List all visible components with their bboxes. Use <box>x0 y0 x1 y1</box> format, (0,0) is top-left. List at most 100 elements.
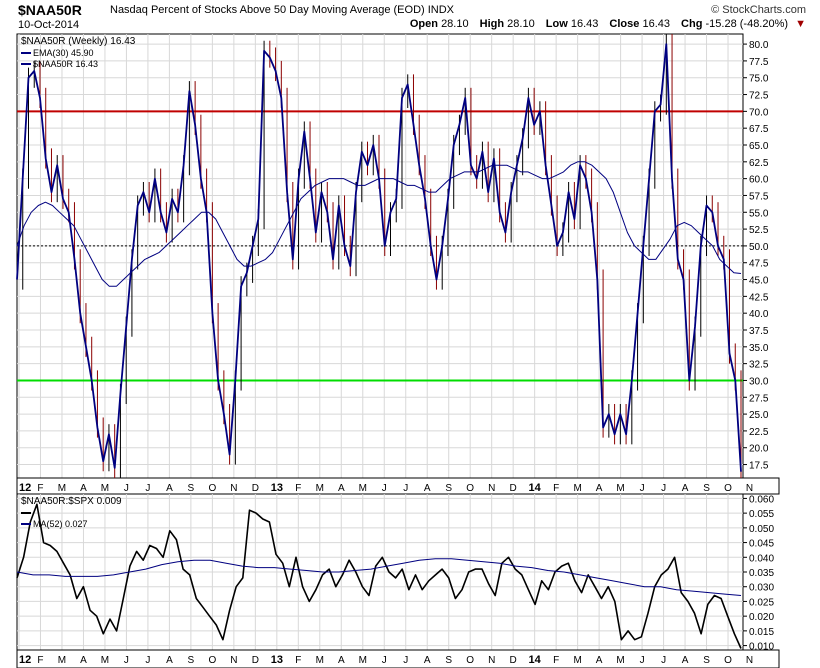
ratio-y-tick-label: 0.050 <box>749 524 774 535</box>
main-x-tick-label: J <box>382 483 387 494</box>
main-y-tick-label: 45.0 <box>749 276 769 287</box>
ratio-y-tick-label: 0.035 <box>749 568 774 579</box>
main-y-tick-label: 25.0 <box>749 410 769 421</box>
chart-date: 10-Oct-2014 <box>18 19 80 31</box>
main-y-tick-label: 20.0 <box>749 444 769 455</box>
main-x-tick-label: O <box>724 483 732 494</box>
main-x-tick-label: F <box>295 483 301 494</box>
ratio-y-tick-label: 0.040 <box>749 553 774 564</box>
main-x-tick-label: M <box>573 483 581 494</box>
ratio-x-tick-label: 12 <box>19 654 31 666</box>
main-x-tick-label: 14 <box>529 482 542 494</box>
ratio-x-tick-label: J <box>640 655 645 666</box>
main-price-panel: 12 F M A M J J A S O N D 13 F M A M J J A S O N D 14 F M A M J J A S O N 80… <box>16 33 780 495</box>
main-x-tick-label: N <box>488 483 495 494</box>
close-label: Close <box>609 18 640 30</box>
ratio-x-tick-label: A <box>338 655 345 666</box>
ratio-x-tick-label: F <box>553 655 559 666</box>
ratio-x-tick-label: N <box>230 655 237 666</box>
main-y-tick-label: 27.5 <box>749 393 769 404</box>
main-x-tick-label: 13 <box>271 482 283 494</box>
main-x-tick-label: D <box>252 483 259 494</box>
ratio-legend-label: MA(52) 0.027 <box>33 519 88 529</box>
ratio-y-tick-label: 0.010 <box>749 642 774 653</box>
close-value: 16.43 <box>642 18 670 30</box>
ratio-x-tick-label: J <box>382 655 387 666</box>
main-y-tick-label: 65.0 <box>749 141 769 152</box>
main-x-tick-label: M <box>316 483 324 494</box>
quote-summary: Open 28.10 High 28.10 Low 16.43 Close 16… <box>410 18 806 30</box>
symbol-description: Nasdaq Percent of Stocks Above 50 Day Mo… <box>110 4 455 16</box>
ratio-x-tick-label: J <box>124 655 129 666</box>
main-y-tick-label: 70.0 <box>749 107 769 118</box>
main-x-tick-label: S <box>703 483 710 494</box>
main-y-tick-label: 80.0 <box>749 40 769 51</box>
ratio-legend: $NAA50R:$SPX 0.009 MA(52) 0.027 <box>21 496 122 529</box>
ratio-panel: 12 F M A M J J A S O N D 13 F M A M J J A S O N D 14 F M A M J J A S O N 0.… <box>16 493 780 668</box>
ratio-x-tick-label: M <box>101 655 109 666</box>
ratio-x-tick-label: 13 <box>271 654 283 666</box>
main-x-tick-label: M <box>359 483 367 494</box>
main-x-tick-label: A <box>596 483 603 494</box>
ratio-x-tick-label: A <box>682 655 689 666</box>
main-x-tick-label: A <box>80 483 87 494</box>
main-x-tick-label: J <box>124 483 129 494</box>
main-y-tick-label: 55.0 <box>749 208 769 219</box>
dropdown-triangle-icon[interactable]: ▼ <box>795 18 806 30</box>
main-x-tick-label: J <box>145 483 150 494</box>
main-x-tick-label: M <box>58 483 66 494</box>
ratio-x-tick-label: O <box>466 655 474 666</box>
high-value: 28.10 <box>507 18 535 30</box>
ratio-x-tick-label: M <box>616 655 624 666</box>
ratio-x-tick-label: M <box>573 655 581 666</box>
open-value: 28.10 <box>441 18 469 30</box>
main-y-tick-label: 47.5 <box>749 259 769 270</box>
ratio-x-tick-label: N <box>746 655 753 666</box>
ratio-y-tick-label: 0.015 <box>749 627 774 638</box>
ratio-x-axis-frame <box>16 649 780 668</box>
main-y-tick-label: 35.0 <box>749 343 769 354</box>
main-y-tick-label: 52.5 <box>749 225 769 236</box>
main-x-tick-label: A <box>166 483 173 494</box>
ratio-panel-title: $NAA50R:$SPX 0.009 <box>21 496 122 507</box>
main-x-tick-label: O <box>466 483 474 494</box>
main-panel-title: $NAA50R (Weekly) 16.43 <box>21 36 136 47</box>
main-plot-frame <box>16 33 744 479</box>
chg-value: -15.28 (-48.20%) <box>705 18 789 30</box>
main-y-tick-label: 75.0 <box>749 74 769 85</box>
main-x-tick-label: M <box>616 483 624 494</box>
ratio-x-tick-label: M <box>58 655 66 666</box>
main-y-tick-label: 72.5 <box>749 91 769 102</box>
ratio-x-tick-label: D <box>252 655 259 666</box>
chart-header: $NAA50R Nasdaq Percent of Stocks Above 5… <box>0 0 820 34</box>
ratio-series-line-1 <box>16 558 742 596</box>
ratio-y-tick-label: 0.045 <box>749 539 774 550</box>
main-legend-label: EMA(30) 45.90 <box>33 48 94 58</box>
main-y-tick-label: 30.0 <box>749 376 769 387</box>
ratio-x-tick-label: A <box>80 655 87 666</box>
high-label: High <box>479 18 505 30</box>
ratio-x-tick-label: M <box>359 655 367 666</box>
main-y-tick-label: 17.5 <box>749 461 769 472</box>
main-x-tick-label: A <box>682 483 689 494</box>
ratio-x-tick-label: S <box>188 655 195 666</box>
symbol-title: $NAA50R <box>18 2 82 18</box>
main-x-tick-label: J <box>661 483 666 494</box>
ratio-x-tick-label: S <box>445 655 452 666</box>
ratio-y-tick-label: 0.030 <box>749 583 774 594</box>
ratio-x-tick-label: O <box>724 655 732 666</box>
main-y-tick-label: 67.5 <box>749 124 769 135</box>
main-x-tick-label: 12 <box>19 482 31 494</box>
ratio-y-tick-label: 0.060 <box>749 494 774 505</box>
main-legend-label: $NAA50R 16.43 <box>33 59 98 69</box>
main-y-tick-label: 22.5 <box>749 427 769 438</box>
main-x-tick-label: F <box>37 483 43 494</box>
main-y-tick-label: 42.5 <box>749 292 769 303</box>
main-y-tick-label: 60.0 <box>749 175 769 186</box>
ratio-x-tick-label: A <box>596 655 603 666</box>
main-x-tick-label: S <box>188 483 195 494</box>
main-y-tick-label: 32.5 <box>749 360 769 371</box>
main-y-tick-label: 57.5 <box>749 191 769 202</box>
